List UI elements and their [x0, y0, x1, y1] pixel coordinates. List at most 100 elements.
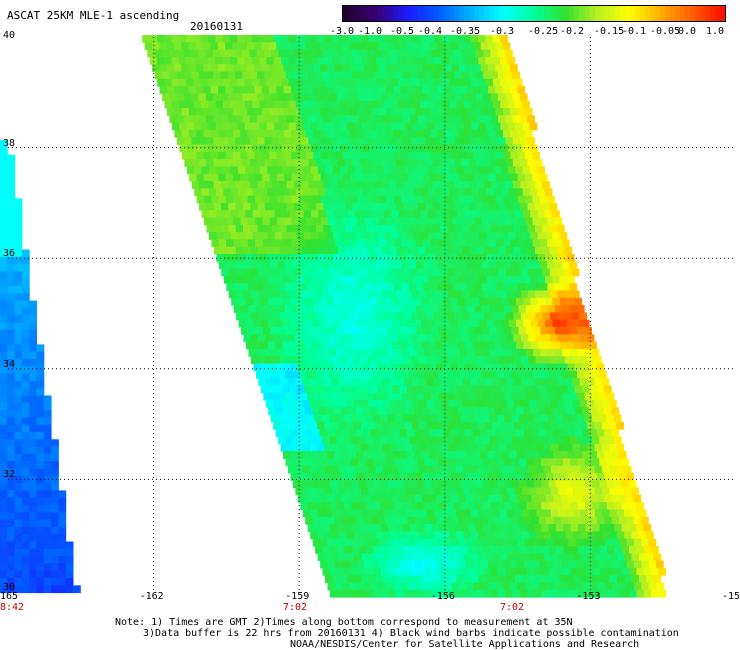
swath-cell	[483, 589, 491, 598]
swath-cell	[636, 524, 644, 532]
swath-cell	[619, 560, 628, 569]
swath-cell	[302, 35, 311, 43]
swath-cell	[223, 232, 232, 240]
swath-cell	[452, 195, 460, 204]
swath-cell	[392, 494, 401, 503]
swath-cell	[444, 217, 453, 226]
swath-cell	[525, 305, 534, 313]
swath-cell	[372, 348, 381, 357]
swath-cell	[492, 421, 500, 430]
swath-cell	[359, 137, 368, 145]
swath-cell	[482, 392, 491, 401]
swath-cell	[254, 42, 263, 51]
swath-cell	[412, 575, 421, 583]
swath-cell	[233, 239, 242, 248]
swath-cell	[443, 385, 452, 394]
swath-cell	[430, 305, 439, 313]
swath-cell	[21, 293, 30, 302]
swath-cell	[7, 220, 16, 229]
swath-cell	[164, 56, 173, 65]
swath-cell	[602, 509, 610, 518]
swath-cell	[336, 524, 345, 532]
swath-cell	[446, 502, 455, 510]
swath-cell	[602, 553, 611, 562]
swath-cell	[480, 473, 488, 481]
swath-cell	[439, 159, 448, 167]
swath-cell	[220, 181, 229, 189]
swath-cell	[451, 582, 460, 591]
swath-cell	[186, 144, 195, 153]
swath-cell	[566, 254, 575, 262]
swath-cell	[216, 166, 224, 175]
swath-cell	[555, 436, 564, 445]
swath-cell	[432, 181, 441, 189]
swath-cell	[498, 224, 507, 233]
swath-cell	[407, 64, 416, 72]
swath-cell	[500, 575, 508, 583]
swath-cell	[300, 115, 309, 124]
swath-cell	[565, 509, 574, 518]
swath-cell	[419, 56, 428, 65]
swath-cell	[547, 283, 556, 291]
swath-cell	[633, 494, 642, 503]
swath-cell	[446, 49, 455, 58]
swath-cell	[463, 56, 472, 65]
swath-cell	[497, 93, 506, 102]
colorbar-strip	[388, 6, 394, 21]
swath-cell	[418, 268, 427, 277]
swath-cell	[313, 195, 322, 204]
swath-cell	[537, 188, 546, 197]
swath-cell	[557, 334, 566, 343]
swath-cell	[388, 589, 397, 598]
swath-cell	[534, 159, 543, 167]
swath-cell	[550, 378, 559, 386]
swath-cell	[467, 392, 476, 401]
swath-cell	[286, 49, 294, 58]
swath-cell	[43, 512, 52, 521]
swath-cell	[621, 567, 630, 576]
swath-cell	[366, 49, 375, 58]
swath-cell	[29, 424, 37, 433]
swath-cell	[306, 261, 315, 270]
swath-cell	[329, 502, 338, 510]
swath-cell	[329, 567, 338, 576]
swath-cell	[504, 502, 513, 510]
swath-cell	[577, 370, 585, 379]
colorbar-strip	[559, 6, 565, 21]
swath-cell	[522, 144, 531, 153]
swath-cell	[308, 93, 316, 102]
swath-cell	[274, 144, 283, 153]
swath-cell	[451, 151, 460, 160]
swath-cell	[497, 567, 506, 576]
swath-cell	[409, 414, 418, 423]
swath-cell	[442, 297, 451, 306]
swath-cell	[257, 159, 266, 167]
swath-cell	[257, 181, 266, 189]
swath-cell	[414, 451, 423, 459]
swath-cell	[310, 100, 319, 109]
swath-cell	[332, 509, 340, 518]
swath-cell	[314, 502, 323, 510]
swath-cell	[562, 283, 570, 291]
swath-cell	[363, 560, 372, 569]
swath-cell	[290, 429, 298, 437]
swath-cell	[415, 86, 423, 94]
swath-cell	[446, 524, 455, 532]
colorbar-strip	[629, 6, 635, 21]
swath-cell	[181, 151, 190, 160]
swath-cell	[305, 516, 313, 525]
swath-cell	[574, 407, 583, 416]
swath-cell	[437, 151, 446, 160]
swath-cell	[421, 341, 429, 350]
swath-cell	[276, 173, 285, 182]
colorbar-strip	[599, 6, 605, 21]
swath-cell	[361, 56, 370, 65]
swath-cell	[353, 421, 362, 430]
swath-cell	[558, 443, 566, 452]
swath-cell	[330, 93, 338, 102]
swath-cell	[378, 538, 387, 547]
swath-cell	[485, 78, 494, 87]
swath-cell	[475, 71, 484, 80]
swath-cell	[626, 538, 635, 547]
swath-cell	[350, 283, 359, 291]
